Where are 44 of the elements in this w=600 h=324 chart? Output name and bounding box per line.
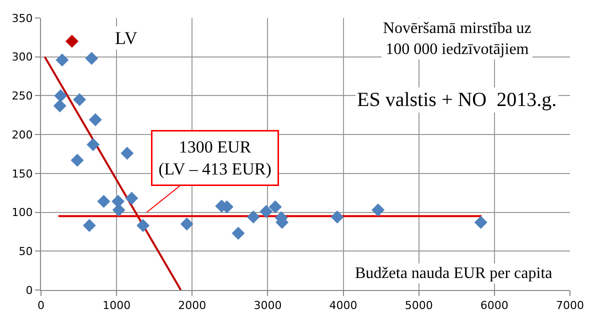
x-tick-label: 1000 (102, 299, 131, 312)
point (86, 138, 100, 152)
point (88, 113, 102, 126)
point (82, 219, 96, 232)
point (330, 210, 344, 224)
y-tick-label: 50 (18, 244, 33, 258)
point (85, 52, 98, 65)
x-tick-label: 7000 (556, 299, 584, 312)
point (180, 217, 194, 230)
x-tick-label: 0 (38, 299, 44, 312)
point (53, 99, 66, 112)
annotation: LV (115, 28, 138, 48)
y-tick-label: 350 (12, 12, 33, 25)
x-tick-label: 3000 (254, 299, 282, 312)
y-tick-label: 100 (12, 206, 33, 220)
point (54, 89, 68, 102)
point (260, 205, 273, 218)
y-axis-title: Novēršamā mirstība uz 100 000 iedzīvotājiem (383, 20, 532, 58)
x-tick-label: 2000 (178, 299, 206, 312)
point (56, 53, 69, 66)
point (73, 93, 86, 106)
y-tick-label: 0 (26, 284, 33, 297)
text: ES valstis + NO 2013.g. (357, 89, 557, 111)
y-tick-label: 150 (12, 167, 33, 180)
point (268, 200, 282, 214)
point (112, 203, 126, 216)
point (136, 219, 150, 232)
point (372, 203, 385, 216)
y-tick-label: 200 (12, 128, 33, 142)
point (246, 210, 260, 224)
y-tick-label: 300 (12, 50, 33, 64)
point (474, 216, 488, 229)
point (65, 34, 78, 48)
point (232, 226, 245, 240)
y-tick-label: 250 (12, 90, 33, 103)
point (97, 194, 110, 208)
point (70, 154, 84, 167)
point (120, 146, 134, 160)
x-tick-label: 6000 (480, 299, 508, 312)
annotation: 1300 EUR (LV – 413 EUR) (158, 138, 272, 179)
point (125, 192, 138, 205)
x-tick-label: 5000 (404, 299, 433, 312)
x-axis-title: Budžeta nauda EUR per capita (355, 265, 552, 282)
x-tick-label: 4000 (329, 299, 358, 312)
